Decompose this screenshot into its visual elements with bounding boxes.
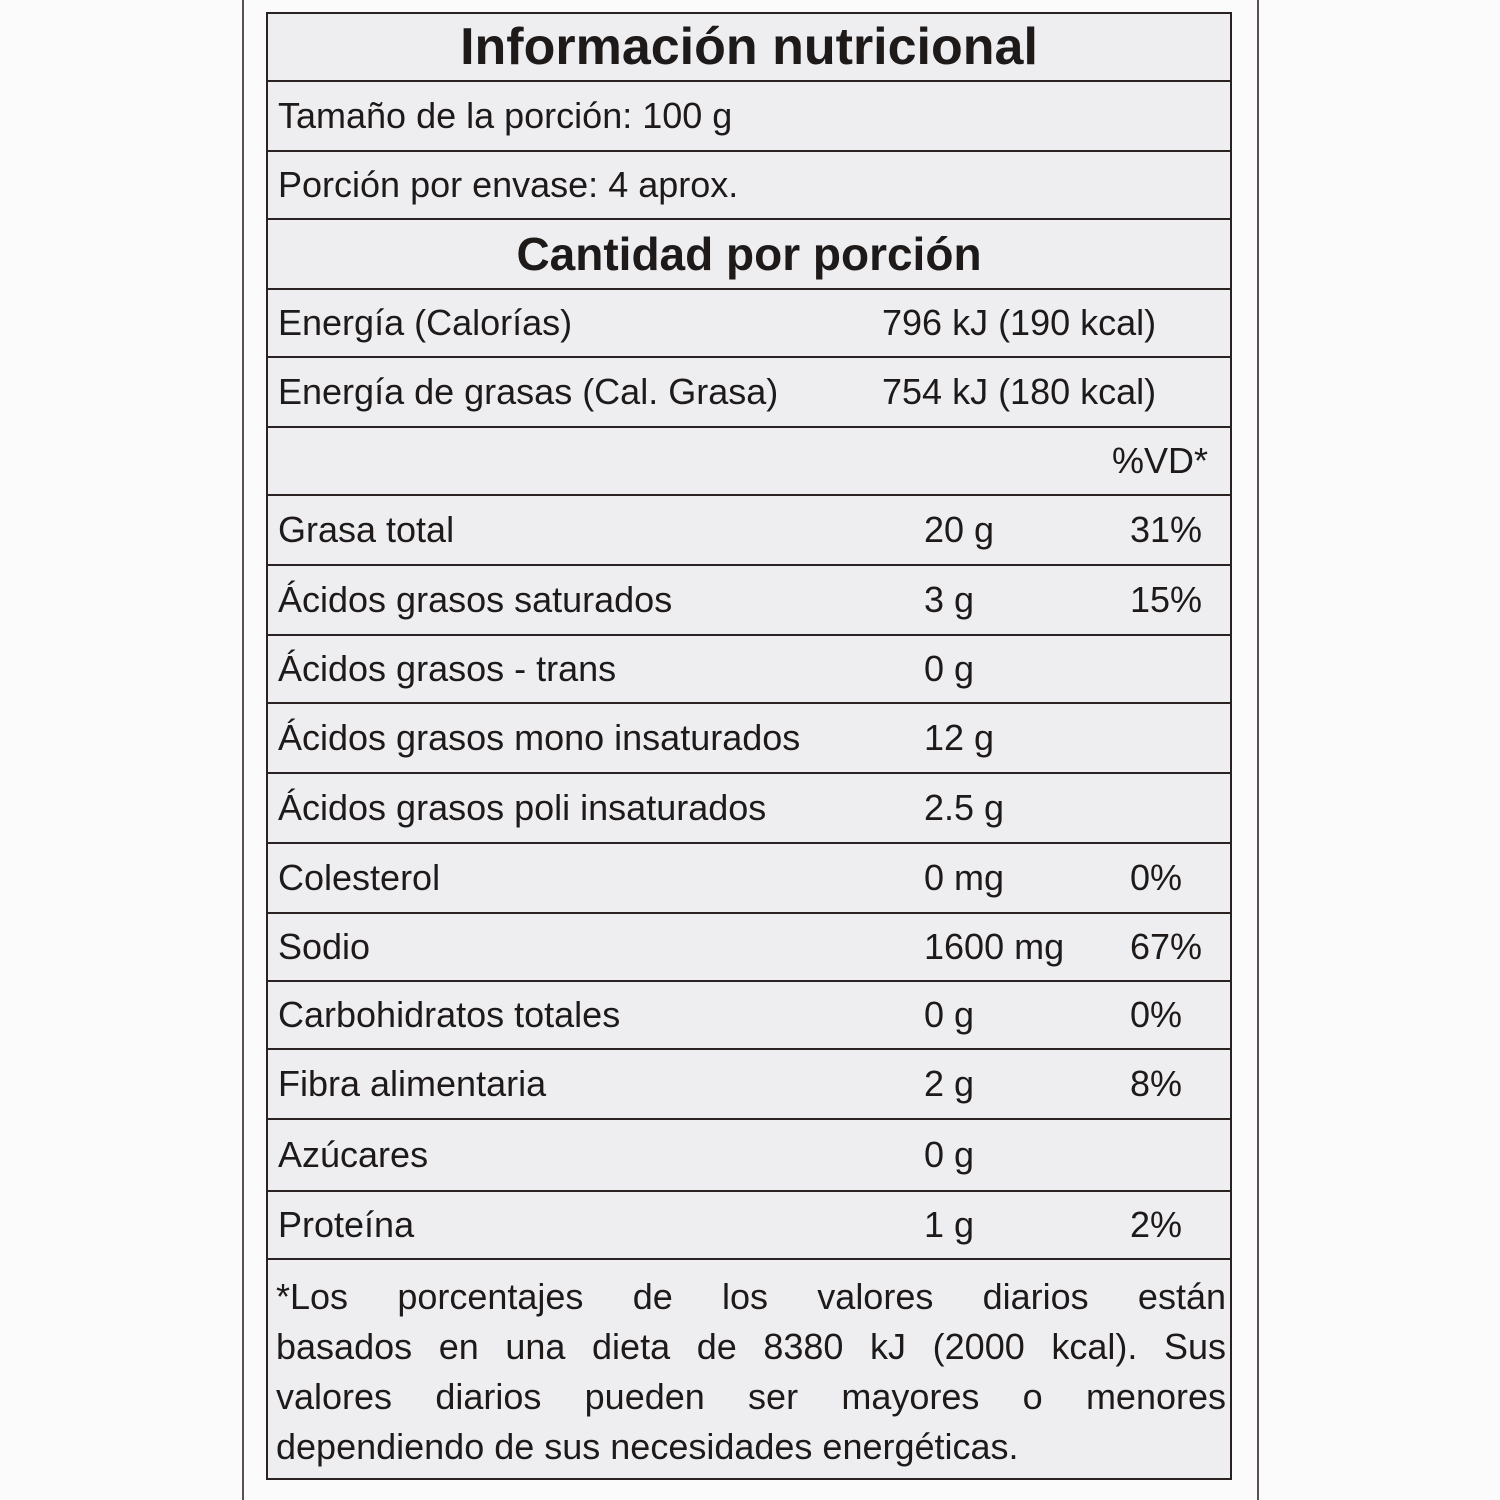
nutrient-dv: 15% [1130, 579, 1203, 620]
nutrient-amount: 0 g [924, 1134, 975, 1175]
nutrient-label: Carbohidratos totales [278, 994, 621, 1035]
nutrient-amount: 1600 mg [924, 926, 1065, 967]
nutrient-row: Ácidos grasos poli insaturados 2.5 g [268, 774, 1230, 844]
package-edge-left [242, 0, 244, 1500]
nutrient-row: Ácidos grasos - trans 0 g [268, 636, 1230, 704]
energy-row: Energía (Calorías) 796 kJ (190 kcal) [268, 290, 1230, 358]
amount-header: Cantidad por porción [516, 228, 982, 280]
nutrient-amount: 0 g [924, 648, 975, 689]
amount-header-row: Cantidad por porción [268, 220, 1230, 290]
nutrient-dv: 0% [1130, 994, 1183, 1035]
nutrient-dv: 67% [1130, 926, 1203, 967]
nutrient-row: Grasa total 20 g 31% [268, 496, 1230, 566]
fat-energy-label: Energía de grasas (Cal. Grasa) [278, 371, 779, 412]
nutrient-amount: 12 g [924, 717, 995, 758]
nutrient-row: Ácidos grasos mono insaturados 12 g [268, 704, 1230, 774]
footnote-line: valores diarios pueden ser mayores o men… [276, 1376, 1226, 1417]
nutrient-label: Ácidos grasos saturados [278, 579, 673, 620]
nutrient-label: Azúcares [278, 1134, 429, 1175]
nutrient-label: Fibra alimentaria [278, 1063, 547, 1104]
nutrient-amount: 0 g [924, 994, 975, 1035]
nutrient-dv: 8% [1130, 1063, 1183, 1104]
nutrient-amount: 2.5 g [924, 787, 1005, 828]
footnote: *Los porcentajes de los valores diarios … [276, 1272, 1226, 1472]
dv-header: %VD* [1112, 440, 1209, 481]
energy-value: 796 kJ (190 kcal) [882, 302, 1157, 343]
label-title: Información nutricional [460, 18, 1038, 76]
nutrient-row: Sodio 1600 mg 67% [268, 914, 1230, 982]
servings-per-container: Porción por envase: 4 aprox. [278, 164, 739, 205]
nutrient-label: Ácidos grasos - trans [278, 648, 617, 689]
nutrient-amount: 20 g [924, 509, 995, 550]
fat-energy-value: 754 kJ (180 kcal) [882, 371, 1157, 412]
nutrient-amount: 1 g [924, 1204, 975, 1245]
nutrient-row: Colesterol 0 mg 0% [268, 844, 1230, 914]
energy-label: Energía (Calorías) [278, 302, 573, 343]
nutrient-row: Fibra alimentaria 2 g 8% [268, 1050, 1230, 1120]
title-row: Información nutricional [268, 14, 1230, 82]
nutrient-amount: 0 mg [924, 857, 1005, 898]
nutrient-amount: 3 g [924, 579, 975, 620]
nutrient-label: Grasa total [278, 509, 455, 550]
footnote-line: *Los porcentajes de los valores diarios … [276, 1276, 1226, 1317]
footnote-line: dependiendo de sus necesidades energétic… [276, 1426, 1019, 1467]
servings-per-container-row: Porción por envase: 4 aprox. [268, 152, 1230, 220]
nutrient-label: Ácidos grasos poli insaturados [278, 787, 767, 828]
nutrient-row: Azúcares 0 g [268, 1120, 1230, 1192]
nutrient-label: Sodio [278, 926, 371, 967]
nutrient-label: Ácidos grasos mono insaturados [278, 717, 801, 758]
nutrition-label: Información nutricional Tamaño de la por… [266, 12, 1232, 1480]
nutrient-row: Proteína 1 g 2% [268, 1192, 1230, 1260]
fat-energy-row: Energía de grasas (Cal. Grasa) 754 kJ (1… [268, 358, 1230, 428]
nutrient-dv: 2% [1130, 1204, 1183, 1245]
nutrient-amount: 2 g [924, 1063, 975, 1104]
serving-size-row: Tamaño de la porción: 100 g [268, 82, 1230, 152]
nutrient-dv: 0% [1130, 857, 1183, 898]
nutrient-dv: 31% [1130, 509, 1203, 550]
nutrient-label: Colesterol [278, 857, 441, 898]
nutrient-label: Proteína [278, 1204, 415, 1245]
serving-size: Tamaño de la porción: 100 g [278, 95, 733, 136]
footnote-line: basados en una dieta de 8380 kJ (2000 kc… [276, 1326, 1226, 1367]
nutrient-row: Carbohidratos totales 0 g 0% [268, 982, 1230, 1050]
package-edge-right [1257, 0, 1259, 1500]
dv-header-row: %VD* [268, 428, 1230, 496]
nutrient-row: Ácidos grasos saturados 3 g 15% [268, 566, 1230, 636]
